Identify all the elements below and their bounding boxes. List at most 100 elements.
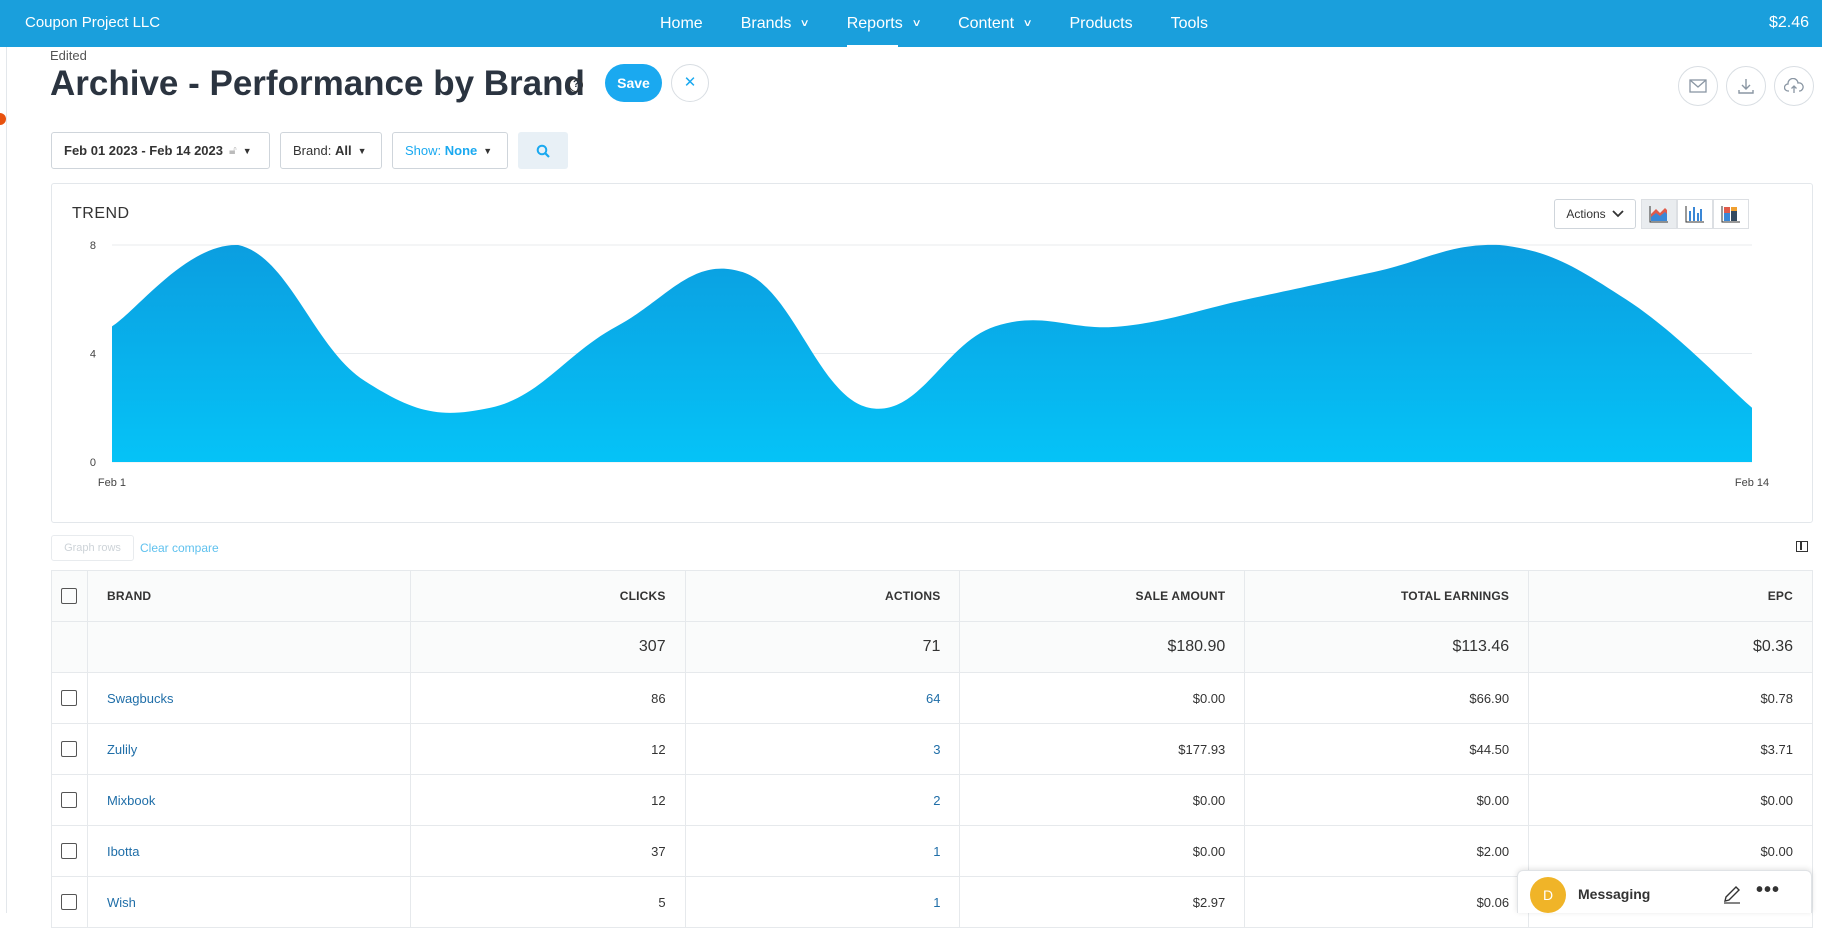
data-point[interactable] xyxy=(989,320,1001,332)
data-point[interactable] xyxy=(232,239,244,251)
side-panel-toggle[interactable] xyxy=(0,113,6,125)
show-filter[interactable]: Show: None ▼ xyxy=(392,132,508,169)
graph-rows-button[interactable]: Graph rows xyxy=(51,535,134,561)
data-point[interactable] xyxy=(484,402,496,414)
row-checkbox[interactable] xyxy=(61,792,78,809)
actions-link[interactable]: 64 xyxy=(684,672,961,724)
data-point[interactable] xyxy=(1241,293,1253,305)
nav-products[interactable]: Products xyxy=(1069,0,1132,47)
close-icon[interactable]: ✕ xyxy=(671,64,709,102)
row-checkbox[interactable] xyxy=(61,894,78,911)
data-point[interactable] xyxy=(737,266,749,278)
more-options-icon[interactable]: ••• xyxy=(1756,879,1781,901)
chevron-down-icon: ∨ xyxy=(799,18,811,29)
account-balance[interactable]: $2.46 xyxy=(1768,14,1809,31)
company-name[interactable]: Coupon Project LLC xyxy=(25,14,161,31)
save-button[interactable]: Save xyxy=(605,64,662,102)
clicks-cell: 86 xyxy=(409,672,686,724)
nav-label: Products xyxy=(1069,14,1133,32)
row-checkbox[interactable] xyxy=(61,741,78,758)
column-header-sale-amount[interactable]: SALE AMOUNT xyxy=(959,570,1246,622)
date-range-picker[interactable]: Feb 01 2023 - Feb 14 2023 🔓︎ ▼ xyxy=(51,132,270,169)
column-header-epc[interactable]: EPC xyxy=(1528,570,1813,622)
brand-link[interactable]: Zulily xyxy=(86,723,411,775)
cloud-upload-icon xyxy=(1784,78,1804,93)
show-filter-label: Show: xyxy=(405,143,442,158)
messaging-label: Messaging xyxy=(1578,886,1651,902)
data-point[interactable] xyxy=(1620,293,1632,305)
nav-label: Content xyxy=(958,14,1015,32)
epc-cell: $0.00 xyxy=(1528,774,1813,826)
brand-filter[interactable]: Brand: All ▼ xyxy=(280,132,382,169)
actions-link[interactable]: 1 xyxy=(684,876,961,928)
data-point[interactable] xyxy=(611,320,623,332)
brand-filter-value: All xyxy=(334,143,352,158)
data-point[interactable] xyxy=(1368,266,1380,278)
data-point[interactable] xyxy=(358,375,370,387)
select-all-checkbox[interactable] xyxy=(61,588,78,604)
x-tick-label: Feb 14 xyxy=(1735,477,1769,489)
total-sale-amount: $180.90 xyxy=(959,621,1246,673)
nav-home[interactable]: Home xyxy=(660,0,703,47)
sale-amount-cell: $0.00 xyxy=(959,825,1246,877)
bar-chart-toggle[interactable] xyxy=(1677,199,1713,229)
avatar: D xyxy=(1530,877,1566,913)
show-filter-value: None xyxy=(444,143,478,158)
trend-card: TREND Actions 0 4 8 Feb 1 Feb 14 xyxy=(51,183,1813,523)
total-earnings-cell: $66.90 xyxy=(1244,672,1530,724)
actions-link[interactable]: 1 xyxy=(684,825,961,877)
edit-status: Edited xyxy=(50,48,87,63)
actions-link[interactable]: 3 xyxy=(684,723,961,775)
series-area xyxy=(112,244,1752,462)
cloud-export-button[interactable] xyxy=(1774,66,1814,106)
compose-icon[interactable] xyxy=(1722,884,1742,904)
bar-chart-icon xyxy=(1685,206,1704,223)
help-icon[interactable]: ? xyxy=(569,78,583,92)
actions-label: Actions xyxy=(1566,207,1606,221)
brand-link[interactable]: Ibotta xyxy=(86,825,411,877)
nav-brands[interactable]: Brands ∨ xyxy=(741,0,811,47)
column-header-actions[interactable]: ACTIONS xyxy=(684,570,961,622)
brand-link[interactable]: Mixbook xyxy=(86,774,411,826)
chevron-down-icon xyxy=(1612,210,1624,218)
area-chart-toggle[interactable] xyxy=(1641,199,1677,229)
chevron-down-icon: ▼ xyxy=(483,145,493,156)
messaging-widget[interactable]: D Messaging ••• xyxy=(1517,870,1812,913)
data-point[interactable] xyxy=(1115,320,1127,332)
nav-tools[interactable]: Tools xyxy=(1171,0,1208,47)
actions-dropdown[interactable]: Actions xyxy=(1554,199,1636,229)
column-header-clicks[interactable]: CLICKS xyxy=(409,570,686,622)
sale-amount-cell: $177.93 xyxy=(959,723,1246,775)
y-tick-label: 8 xyxy=(90,240,96,252)
email-report-button[interactable] xyxy=(1678,66,1718,106)
brand-link[interactable]: Wish xyxy=(86,876,411,928)
trend-area-chart: 0 4 8 Feb 1 Feb 14 xyxy=(90,239,1769,489)
data-point[interactable] xyxy=(1746,402,1758,414)
totals-empty-cell xyxy=(51,621,88,673)
row-checkbox[interactable] xyxy=(61,690,78,707)
brand-link[interactable]: Swagbucks xyxy=(86,672,411,724)
stacked-chart-toggle[interactable] xyxy=(1713,199,1749,229)
row-checkbox[interactable] xyxy=(61,843,78,860)
brand-performance-table: BRAND CLICKS ACTIONS SALE AMOUNT TOTAL E… xyxy=(51,570,1813,928)
clear-compare-link[interactable]: Clear compare xyxy=(140,541,219,555)
x-tick-label: Feb 1 xyxy=(98,477,126,489)
search-button[interactable] xyxy=(518,132,568,169)
data-point[interactable] xyxy=(863,402,875,414)
nav-label: Home xyxy=(660,14,703,32)
nav-reports[interactable]: Reports ∨ xyxy=(846,0,922,47)
nav-content[interactable]: Content ∨ xyxy=(958,0,1033,47)
left-divider xyxy=(6,47,7,913)
column-header-brand[interactable]: BRAND xyxy=(86,570,411,622)
actions-link[interactable]: 2 xyxy=(684,774,961,826)
data-point[interactable] xyxy=(106,320,118,332)
data-point[interactable] xyxy=(1494,239,1506,251)
column-header-total-earnings[interactable]: TOTAL EARNINGS xyxy=(1244,570,1530,622)
y-tick-label: 4 xyxy=(90,349,96,361)
download-button[interactable] xyxy=(1726,66,1766,106)
clicks-cell: 12 xyxy=(409,723,686,775)
columns-icon[interactable] xyxy=(1796,541,1808,552)
chevron-down-icon: ▼ xyxy=(357,145,367,156)
area-chart-icon xyxy=(1649,206,1668,223)
row-select-cell xyxy=(51,774,88,826)
